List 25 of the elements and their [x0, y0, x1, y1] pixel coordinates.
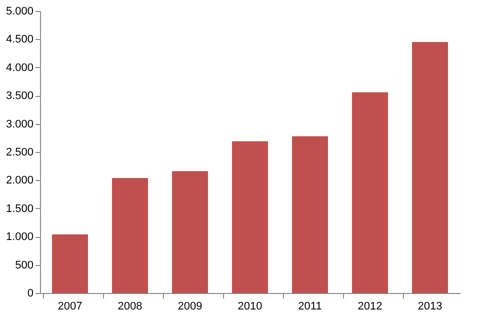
bar — [232, 141, 268, 293]
y-tick-label: 0 — [27, 288, 34, 300]
bar — [352, 92, 388, 293]
x-tick-label: 2011 — [298, 300, 322, 312]
x-tick-label: 2013 — [418, 300, 442, 312]
y-tick-label: 1.500 — [6, 202, 34, 215]
y-tick-label: 4.000 — [6, 62, 34, 74]
y-tick-label: 2.000 — [6, 174, 34, 187]
x-tick-label: 2008 — [118, 300, 142, 312]
x-tick-label: 2010 — [238, 300, 262, 312]
bar — [112, 178, 148, 293]
y-tick-label: 5.000 — [6, 6, 34, 18]
bar — [52, 234, 88, 293]
y-tick-label: 3.500 — [6, 90, 34, 102]
x-tick-label: 2007 — [58, 300, 82, 312]
x-tick-label: 2012 — [358, 300, 382, 312]
x-tick-label: 2009 — [178, 300, 202, 312]
y-tick-label: 1.000 — [6, 231, 34, 244]
y-tick-label: 4.500 — [6, 34, 34, 46]
bar — [292, 136, 328, 293]
y-tick-label: 500 — [15, 259, 34, 272]
y-tick-label: 3.000 — [6, 118, 34, 130]
bar — [172, 171, 208, 293]
bar — [412, 42, 448, 293]
y-tick-label: 2.500 — [6, 146, 34, 158]
